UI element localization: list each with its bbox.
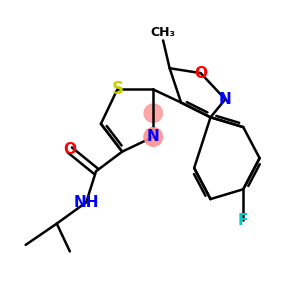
Text: N: N — [147, 129, 160, 144]
Text: O: O — [63, 142, 76, 158]
Circle shape — [144, 104, 162, 122]
Text: N: N — [219, 92, 232, 107]
Circle shape — [144, 128, 162, 146]
Text: S: S — [111, 80, 123, 98]
Text: O: O — [194, 66, 207, 81]
Text: CH₃: CH₃ — [151, 26, 175, 39]
Text: NH: NH — [74, 195, 99, 210]
Circle shape — [144, 128, 162, 146]
Text: F: F — [238, 213, 248, 228]
